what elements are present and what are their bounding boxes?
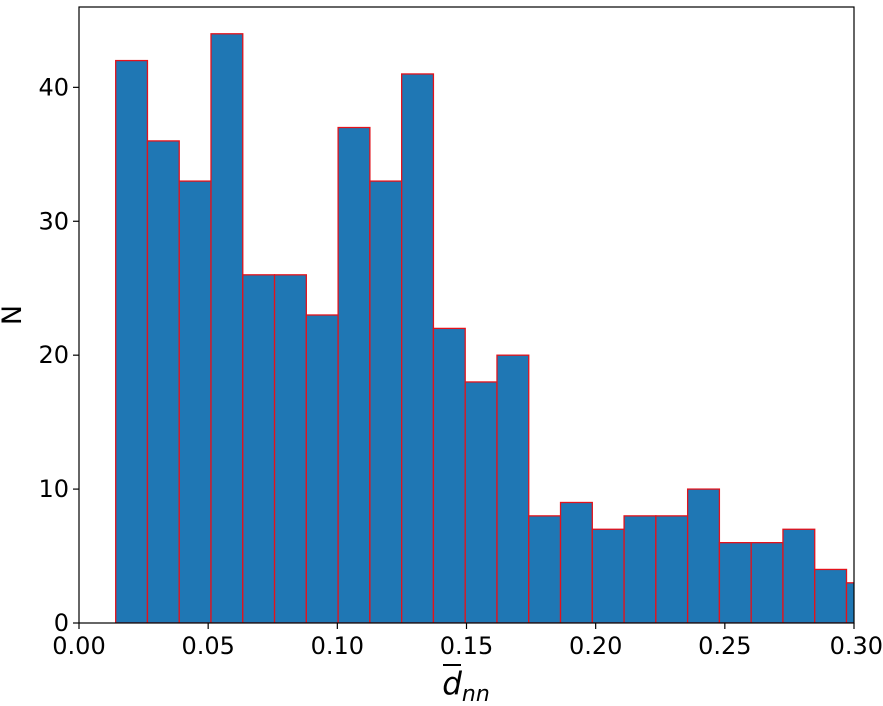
histogram-bar-10 [432,327,466,623]
histogram-bar-14 [559,501,593,623]
y-tick-label: 20 [38,341,69,369]
histogram-bar-17 [655,515,689,623]
y-axis-label: N [0,305,28,325]
x-tick-label: 0.05 [181,632,234,660]
histogram-bar-22 [814,568,848,623]
histogram-bar-23 [845,582,854,623]
histogram-bar-0 [115,59,149,623]
x-tick-label: 0.15 [440,632,493,660]
histogram-bar-18 [686,488,721,623]
histogram-bar-13 [528,515,562,623]
histogram-bar-4 [242,274,276,623]
x-axis-ticks: 0.00 0.05 0.10 0.15 0.20 0.25 0.30 [52,623,883,660]
x-tick-label: 0.25 [698,632,751,660]
histogram-bar-20 [750,542,784,623]
x-axis-label-subscript: nn [462,682,490,706]
histogram-bar-3 [210,33,244,623]
x-axis-label: dnn [442,666,490,706]
y-tick-label: 10 [38,475,69,503]
histogram-bar-12 [496,354,530,623]
x-tick-label: 0.20 [569,632,622,660]
y-tick-label: 0 [54,609,69,637]
histogram-bar-11 [464,381,498,623]
histogram-bar-15 [591,528,625,623]
y-tick-label: 40 [38,73,69,101]
histogram-bar-9 [401,73,435,623]
y-axis-ticks: 0 10 20 30 40 [38,73,79,637]
histogram-bar-2 [178,180,212,623]
y-tick-label: 30 [38,207,69,235]
x-axis-label-base: d [442,666,462,702]
histogram-bars [115,33,854,623]
histogram-bar-7 [337,126,371,623]
histogram-bar-16 [623,515,657,623]
histogram-bar-8 [369,180,403,623]
histogram-bar-19 [718,542,752,623]
x-tick-label: 0.30 [830,632,883,660]
histogram-bar-21 [782,528,816,623]
histogram-bar-6 [305,314,339,623]
x-tick-label: 0.10 [311,632,364,660]
x-tick-label: 0.00 [52,632,105,660]
histogram-bar-5 [273,274,307,623]
histogram-bar-1 [146,140,180,623]
